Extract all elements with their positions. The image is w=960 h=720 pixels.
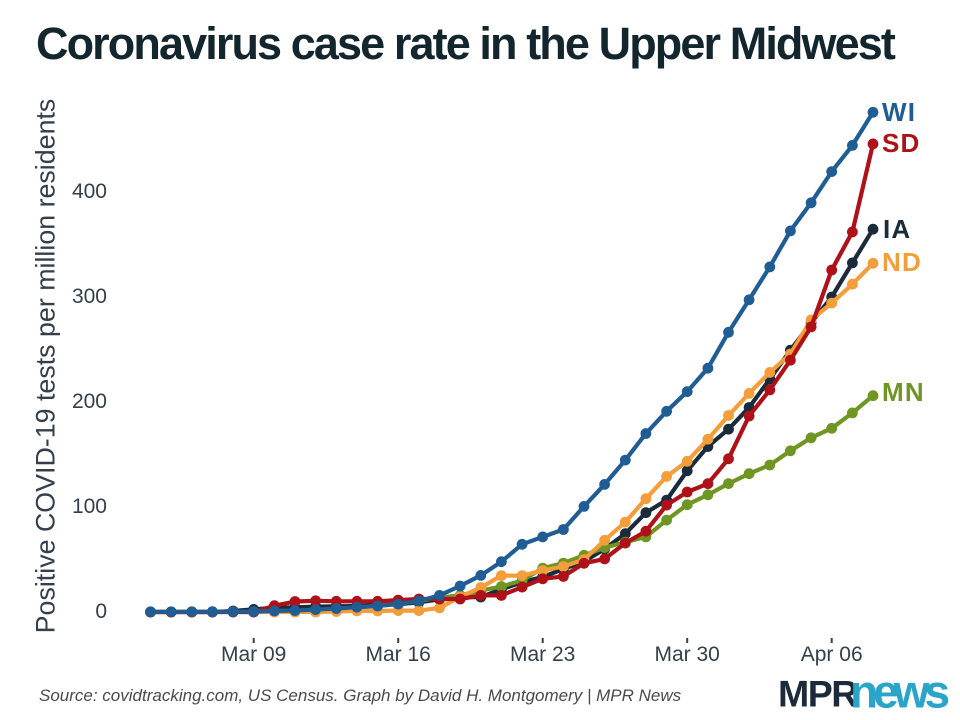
svg-text:MPR: MPR [778, 673, 858, 715]
svg-text:news: news [850, 666, 948, 718]
